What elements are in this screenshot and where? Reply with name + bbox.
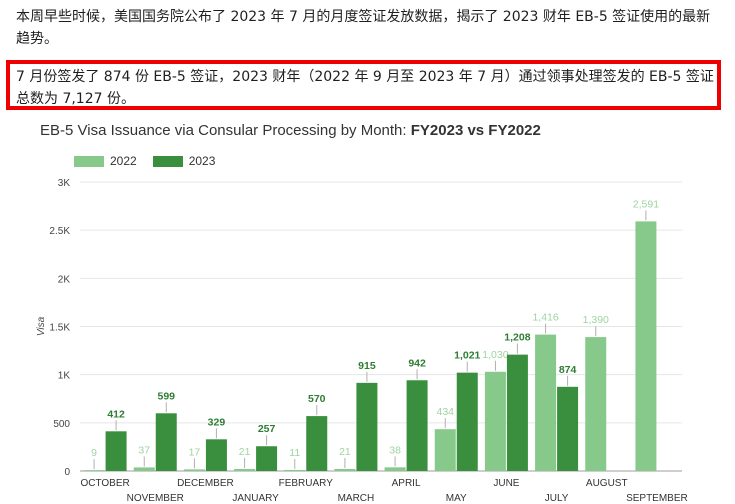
bar-2023-march — [356, 382, 378, 471]
data-label-2023-february: 570 — [308, 393, 326, 405]
highlight-paragraph: 7 月份签发了 874 份 EB-5 签证，2023 财年（2022 年 9 月… — [16, 69, 714, 107]
bar-2022-november — [133, 467, 155, 471]
y-tick-label: 1K — [58, 371, 71, 382]
legend-item-2023[interactable]: 2023 — [152, 154, 216, 168]
x-tick-label: MARCH — [338, 493, 375, 504]
bar-2022-october — [83, 470, 105, 471]
y-axis-label: Visa — [36, 316, 47, 336]
bar-2022-march — [334, 468, 356, 471]
x-tick-label: DECEMBER — [177, 478, 234, 489]
bar-2023-november — [155, 413, 177, 471]
legend-swatch-2023 — [152, 155, 183, 167]
highlight-box — [6, 60, 721, 110]
x-tick-label: MAY — [446, 493, 467, 504]
intro-paragraph: 本周早些时候，美国国务院公布了 2023 年 7 月的月度签证发放数据，揭示了 … — [16, 9, 711, 47]
bar-2022-june — [484, 371, 506, 471]
x-tick-label: SEPTEMBER — [626, 493, 688, 504]
data-label-2023-november: 599 — [157, 390, 175, 402]
bar-2022-december — [183, 469, 205, 471]
data-label-2023-march: 915 — [358, 360, 376, 372]
y-tick-label: 2K — [58, 274, 71, 285]
bar-2022-august — [585, 337, 607, 471]
data-label-2022-september: 2,591 — [633, 198, 659, 210]
bar-2022-february — [284, 469, 306, 471]
x-tick-label: FEBRUARY — [279, 478, 334, 489]
chart-title-regular: EB-5 Visa Issuance via Consular Processi… — [40, 122, 411, 139]
x-tick-label: NOVEMBER — [127, 493, 184, 504]
x-tick-label: AUGUST — [586, 478, 628, 489]
data-label-2022-december: 17 — [189, 446, 201, 458]
chart-title-bold: FY2023 vs FY2022 — [410, 122, 541, 139]
data-label-2023-april: 942 — [408, 357, 426, 369]
x-tick-label: APRIL — [392, 478, 421, 489]
bar-2023-july — [557, 386, 579, 471]
bar-2023-january — [256, 446, 278, 471]
x-tick-label: OCTOBER — [80, 478, 129, 489]
x-tick-label: JULY — [545, 493, 569, 504]
legend-swatch-2022 — [74, 155, 104, 167]
data-label-2022-june: 1,030 — [482, 349, 508, 361]
x-tick-label: JANUARY — [232, 493, 279, 504]
data-label-2023-december: 329 — [208, 416, 226, 428]
data-label-2022-april: 38 — [389, 444, 401, 456]
bar-2022-may — [434, 429, 456, 471]
y-tick-label: 500 — [53, 419, 70, 430]
data-label-2022-february: 11 — [289, 447, 300, 459]
bar-2022-july — [535, 334, 557, 471]
bar-2022-january — [234, 468, 256, 471]
chart-legend: 2022 2023 — [74, 154, 231, 168]
data-label-2022-november: 37 — [138, 444, 150, 456]
data-label-2023-october: 412 — [107, 408, 125, 420]
data-label-2022-october: 9 — [91, 447, 97, 459]
data-label-2022-august: 1,390 — [583, 314, 609, 326]
chart-title: EB-5 Visa Issuance via Consular Processi… — [40, 122, 541, 139]
data-label-2023-june: 1,208 — [504, 332, 530, 344]
bar-2023-december — [205, 439, 227, 471]
bar-2023-october — [105, 431, 127, 471]
data-label-2022-march: 21 — [339, 446, 351, 458]
data-label-2023-july: 874 — [559, 364, 577, 376]
legend-label-2023: 2023 — [188, 154, 216, 168]
y-tick-label: 1.5K — [49, 323, 70, 334]
x-tick-label: JUNE — [493, 478, 519, 489]
bar-2023-june — [506, 354, 528, 471]
y-tick-label: 2.5K — [49, 226, 70, 237]
bar-2023-april — [406, 380, 428, 471]
data-label-2022-january: 21 — [239, 446, 251, 458]
data-label-2022-july: 1,416 — [532, 312, 558, 324]
legend-item-2022[interactable]: 2022 — [74, 154, 137, 168]
data-label-2022-may: 434 — [436, 406, 454, 418]
y-tick-label: 0 — [64, 467, 70, 478]
y-tick-label: 3K — [58, 178, 71, 189]
data-label-2023-may: 1,021 — [454, 350, 480, 362]
bar-2022-september — [635, 221, 657, 471]
bar-2023-may — [456, 372, 478, 471]
legend-label-2022: 2022 — [110, 154, 137, 168]
bar-2022-april — [384, 467, 406, 471]
data-label-2023-january: 257 — [258, 423, 276, 435]
bar-2023-february — [306, 416, 328, 471]
